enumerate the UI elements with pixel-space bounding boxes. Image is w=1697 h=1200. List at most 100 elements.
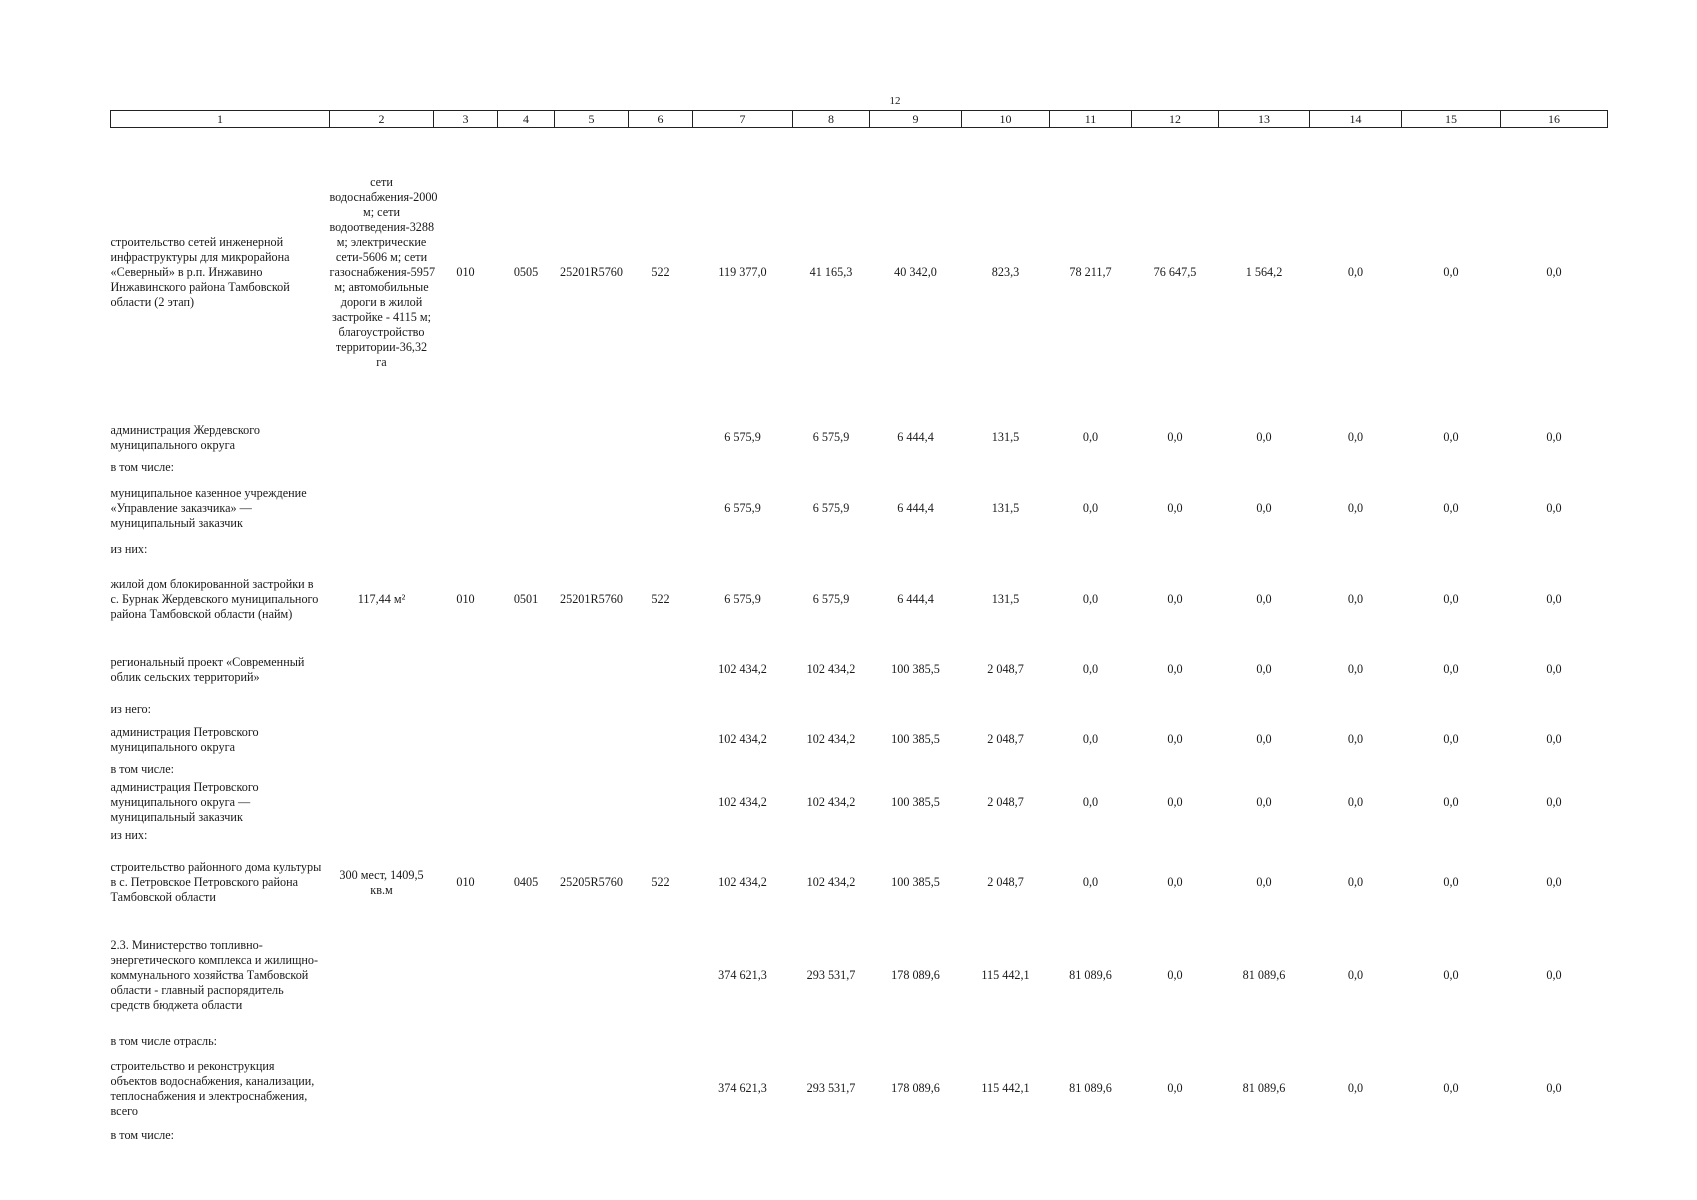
- table-subheading: из него:: [111, 700, 1608, 720]
- cell-capacity: [330, 1052, 434, 1126]
- cell-amount-col14: 0,0: [1347, 875, 1364, 889]
- subheading-text: в том числе:: [110, 460, 175, 474]
- cell-amount-col8: 6 575,9: [812, 501, 850, 515]
- cell-amount-col9: 100 385,5: [891, 875, 940, 889]
- table-row: администрация Петровского муниципального…: [111, 780, 1608, 826]
- cell-target-code: [555, 780, 629, 826]
- cell-amount-col9: 100 385,5: [891, 732, 940, 746]
- cell-amount-col11: 81 089,6: [1069, 1081, 1112, 1095]
- cell-amount-col10: 823,3: [991, 265, 1020, 280]
- cell-amount-col7: 374 621,3: [718, 968, 767, 982]
- cell-amount-col12: 0,0: [1167, 875, 1183, 889]
- cell-name: строительство сетей инженерной инфрастру…: [110, 235, 290, 310]
- table-row: жилой дом блокированной застройки в с. Б…: [111, 560, 1608, 640]
- cell-ministry-code: [434, 640, 498, 700]
- column-header-11: 11: [1049, 110, 1132, 128]
- cell-amount-col9: 6 444,4: [897, 430, 934, 444]
- column-header-4: 4: [497, 110, 555, 128]
- table-row: строительство районного дома культуры в …: [111, 846, 1608, 920]
- cell-name: 2.3. Министерство топливно-энергетическо…: [110, 938, 319, 1012]
- column-header-12: 12: [1131, 110, 1219, 128]
- column-header-14: 14: [1309, 110, 1402, 128]
- cell-amount-col14: 0,0: [1347, 662, 1364, 676]
- cell-amount-col7: 102 434,2: [718, 795, 767, 809]
- cell-expense-type: [629, 640, 693, 700]
- cell-name: жилой дом блокированной застройки в с. Б…: [110, 577, 319, 621]
- cell-ministry-code: [434, 478, 498, 540]
- cell-amount-col11: 0,0: [1082, 662, 1099, 676]
- cell-amount-col13: 81 089,6: [1242, 1081, 1286, 1095]
- cell-amount-col7: 6 575,9: [724, 430, 761, 444]
- cell-capacity: [330, 720, 434, 760]
- table-subheading: из них:: [111, 540, 1608, 560]
- cell-amount-col16: 0,0: [1546, 662, 1562, 676]
- cell-capacity: сети водоснабжения-2000 м; сети водоотве…: [329, 175, 438, 370]
- cell-amount-col8: 102 434,2: [806, 795, 856, 809]
- cell-amount-col9: 100 385,5: [891, 662, 940, 676]
- cell-name: администрация Петровского муниципального…: [110, 724, 259, 754]
- cell-section-code: [498, 418, 555, 458]
- cell-amount-col10: 2 048,7: [987, 732, 1024, 746]
- cell-amount-col14: 0,0: [1347, 592, 1364, 606]
- cell-amount-col8: 6 575,9: [812, 430, 850, 444]
- cell-amount-col8: 102 434,2: [806, 732, 856, 746]
- column-header-5: 5: [554, 110, 629, 128]
- cell-amount-col10: 2 048,7: [987, 795, 1024, 809]
- cell-amount-col11: 0,0: [1082, 430, 1099, 444]
- cell-amount-col9: 178 089,6: [891, 968, 940, 982]
- column-header-9: 9: [869, 110, 962, 128]
- cell-amount-col15: 0,0: [1443, 875, 1459, 889]
- cell-amount-col16: 0,0: [1546, 1081, 1562, 1095]
- cell-amount-col15: 0,0: [1443, 265, 1459, 280]
- cell-amount-col10: 115 442,1: [981, 1081, 1030, 1095]
- column-header-15: 15: [1401, 110, 1501, 128]
- cell-amount-col9: 40 342,0: [894, 265, 937, 280]
- cell-amount-col16: 0,0: [1546, 592, 1562, 606]
- cell-ministry-code: 010: [456, 265, 475, 280]
- cell-amount-col11: 0,0: [1082, 732, 1099, 746]
- cell-ministry-code: [434, 920, 498, 1032]
- cell-capacity: [330, 418, 434, 458]
- cell-amount-col14: 0,0: [1347, 1081, 1364, 1095]
- cell-target-code: [555, 920, 629, 1032]
- cell-amount-col12: 76 647,5: [1153, 265, 1197, 280]
- cell-amount-col12: 0,0: [1167, 968, 1183, 982]
- cell-amount-col10: 115 442,1: [981, 968, 1030, 982]
- cell-amount-col13: 0,0: [1256, 662, 1272, 676]
- cell-amount-col14: 0,0: [1347, 430, 1364, 444]
- cell-amount-col9: 6 444,4: [897, 592, 934, 606]
- subheading-text: из них:: [110, 828, 148, 842]
- cell-amount-col16: 0,0: [1546, 732, 1562, 746]
- cell-amount-col10: 2 048,7: [987, 662, 1024, 676]
- cell-section-code: [498, 720, 555, 760]
- table-row: строительство и реконструкция объектов в…: [111, 1052, 1608, 1126]
- column-number-header: 1 2 3 4 5 6 7 8 9 10 11 12 13 14 15 16: [110, 110, 1608, 128]
- cell-amount-col8: 102 434,2: [806, 875, 856, 889]
- cell-capacity: [330, 640, 434, 700]
- cell-expense-type: [629, 478, 693, 540]
- table-subheading: в том числе:: [111, 760, 1608, 780]
- cell-capacity: 117,44 м²: [357, 592, 406, 606]
- cell-amount-col13: 0,0: [1256, 732, 1272, 746]
- cell-expense-type: [629, 1052, 693, 1126]
- column-header-2: 2: [329, 110, 434, 128]
- table-row: строительство сетей инженерной инфрастру…: [111, 128, 1608, 418]
- table-subheading: в том числе:: [111, 458, 1608, 478]
- cell-section-code: 0501: [513, 592, 539, 606]
- cell-amount-col9: 178 089,6: [891, 1081, 940, 1095]
- cell-amount-col7: 102 434,2: [718, 875, 767, 889]
- cell-amount-col12: 0,0: [1167, 795, 1183, 809]
- cell-amount-col10: 131,5: [991, 592, 1020, 606]
- cell-amount-col12: 0,0: [1167, 501, 1183, 515]
- cell-capacity: [330, 780, 434, 826]
- cell-ministry-code: [434, 720, 498, 760]
- cell-amount-col13: 0,0: [1256, 430, 1272, 444]
- cell-amount-col7: 102 434,2: [718, 732, 767, 746]
- cell-amount-col11: 0,0: [1082, 592, 1099, 606]
- cell-name: строительство районного дома культуры в …: [110, 860, 322, 904]
- table-subheading: из них:: [111, 826, 1608, 846]
- budget-table: 1 2 3 4 5 6 7 8 9 10 11 12 13 14 15 16 строительство се…: [110, 110, 1608, 1146]
- cell-amount-col13: 81 089,6: [1242, 968, 1286, 982]
- cell-section-code: [498, 920, 555, 1032]
- cell-amount-col15: 0,0: [1443, 968, 1459, 982]
